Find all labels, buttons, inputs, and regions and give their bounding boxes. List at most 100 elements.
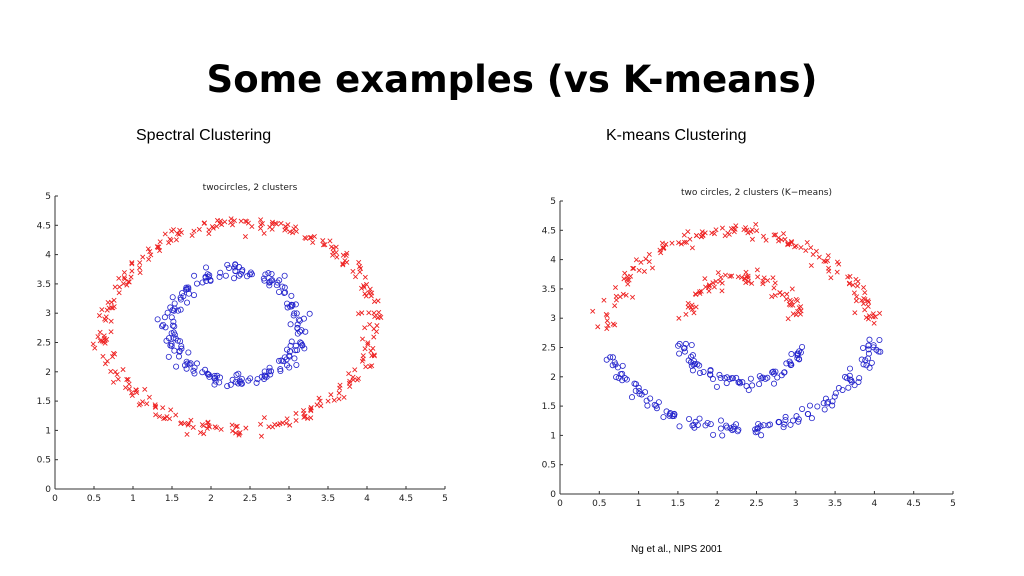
y-tick-label: 0 xyxy=(45,485,51,495)
circle-marker xyxy=(622,375,629,382)
circle-marker xyxy=(224,383,231,390)
circle-marker xyxy=(787,362,794,369)
cross-marker xyxy=(328,392,334,398)
circle-marker xyxy=(162,324,169,331)
cross-marker xyxy=(102,338,108,344)
cross-marker xyxy=(377,313,383,319)
cross-marker xyxy=(362,274,368,280)
circle-marker xyxy=(185,349,192,356)
cross-marker xyxy=(685,300,691,306)
cross-marker xyxy=(777,290,783,296)
circle-marker xyxy=(769,369,776,376)
circle-marker xyxy=(876,336,883,343)
circle-marker xyxy=(268,368,275,375)
cross-marker xyxy=(824,258,831,264)
circle-marker xyxy=(164,309,171,316)
cross-marker xyxy=(745,279,751,285)
cross-marker xyxy=(682,239,688,245)
circle-marker xyxy=(300,315,307,322)
circle-marker xyxy=(719,432,726,439)
y-tick-label: 3.5 xyxy=(37,280,51,290)
cross-marker xyxy=(346,371,352,377)
cross-marker xyxy=(633,257,639,263)
cross-marker xyxy=(356,311,362,317)
cross-marker xyxy=(285,222,291,228)
cross-marker xyxy=(770,275,776,281)
cross-marker xyxy=(290,230,296,236)
circle-marker xyxy=(865,346,872,353)
cross-marker xyxy=(340,261,346,267)
y-tick-label: 0.5 xyxy=(542,461,556,471)
cross-marker xyxy=(359,358,365,364)
circle-marker xyxy=(265,368,272,375)
circle-marker xyxy=(760,422,767,429)
cross-marker xyxy=(275,422,281,428)
cross-marker xyxy=(110,379,116,385)
cross-marker xyxy=(630,294,636,300)
cross-marker xyxy=(810,251,816,257)
cross-marker xyxy=(287,422,293,428)
circle-marker xyxy=(690,358,697,365)
circle-marker xyxy=(284,300,291,307)
circle-marker xyxy=(788,351,795,358)
x-tick-label: 0 xyxy=(52,494,58,504)
circle-marker xyxy=(865,350,872,357)
cross-marker xyxy=(605,322,611,328)
cross-marker xyxy=(726,231,732,237)
cross-marker xyxy=(798,308,804,314)
cross-marker xyxy=(755,274,761,280)
circle-marker xyxy=(655,399,662,406)
cross-marker xyxy=(116,275,122,281)
cross-marker xyxy=(732,226,738,232)
cross-marker xyxy=(713,227,719,233)
circle-marker xyxy=(839,386,846,393)
circle-marker xyxy=(236,272,243,279)
circle-marker xyxy=(611,359,618,366)
cross-marker xyxy=(816,254,822,260)
y-tick-label: 4.5 xyxy=(542,226,556,236)
circle-marker xyxy=(269,277,276,284)
circle-marker xyxy=(734,428,741,435)
cross-marker xyxy=(123,385,129,391)
cross-marker xyxy=(872,314,878,320)
cross-marker xyxy=(722,272,728,278)
cross-marker xyxy=(236,432,242,438)
cross-marker xyxy=(359,336,366,342)
circle-marker xyxy=(161,314,168,321)
cross-marker xyxy=(229,422,235,428)
cross-marker xyxy=(620,291,626,297)
citation: Ng et al., NIPS 2001 xyxy=(631,544,723,555)
cross-marker xyxy=(316,395,322,401)
cross-marker xyxy=(661,245,667,251)
cross-marker xyxy=(367,286,373,292)
circle-marker xyxy=(782,413,789,420)
cross-marker xyxy=(157,239,163,245)
cross-marker xyxy=(210,225,216,231)
circle-marker xyxy=(729,427,736,434)
cross-marker xyxy=(231,218,237,224)
cross-marker xyxy=(146,256,152,262)
circle-marker xyxy=(799,405,806,412)
circle-marker xyxy=(623,376,630,383)
cross-marker xyxy=(125,279,131,285)
cross-marker xyxy=(855,278,861,285)
cross-marker xyxy=(681,232,687,238)
circle-marker xyxy=(190,367,197,374)
cross-marker xyxy=(97,338,103,344)
cross-marker xyxy=(92,345,98,351)
cross-marker xyxy=(355,375,361,382)
cross-marker xyxy=(851,290,857,296)
circle-marker xyxy=(248,271,255,278)
x-tick-label: 3.5 xyxy=(321,494,335,504)
cross-marker xyxy=(604,326,610,332)
cross-marker xyxy=(283,226,289,232)
cross-marker xyxy=(214,217,220,223)
x-tick-label: 3 xyxy=(286,494,292,504)
cross-marker xyxy=(366,310,372,316)
cross-marker xyxy=(114,372,120,378)
y-tick-label: 2.5 xyxy=(37,339,51,349)
y-tick-label: 1 xyxy=(45,426,51,436)
cross-marker xyxy=(126,386,132,392)
cross-marker xyxy=(308,405,314,411)
cross-marker xyxy=(793,312,799,318)
